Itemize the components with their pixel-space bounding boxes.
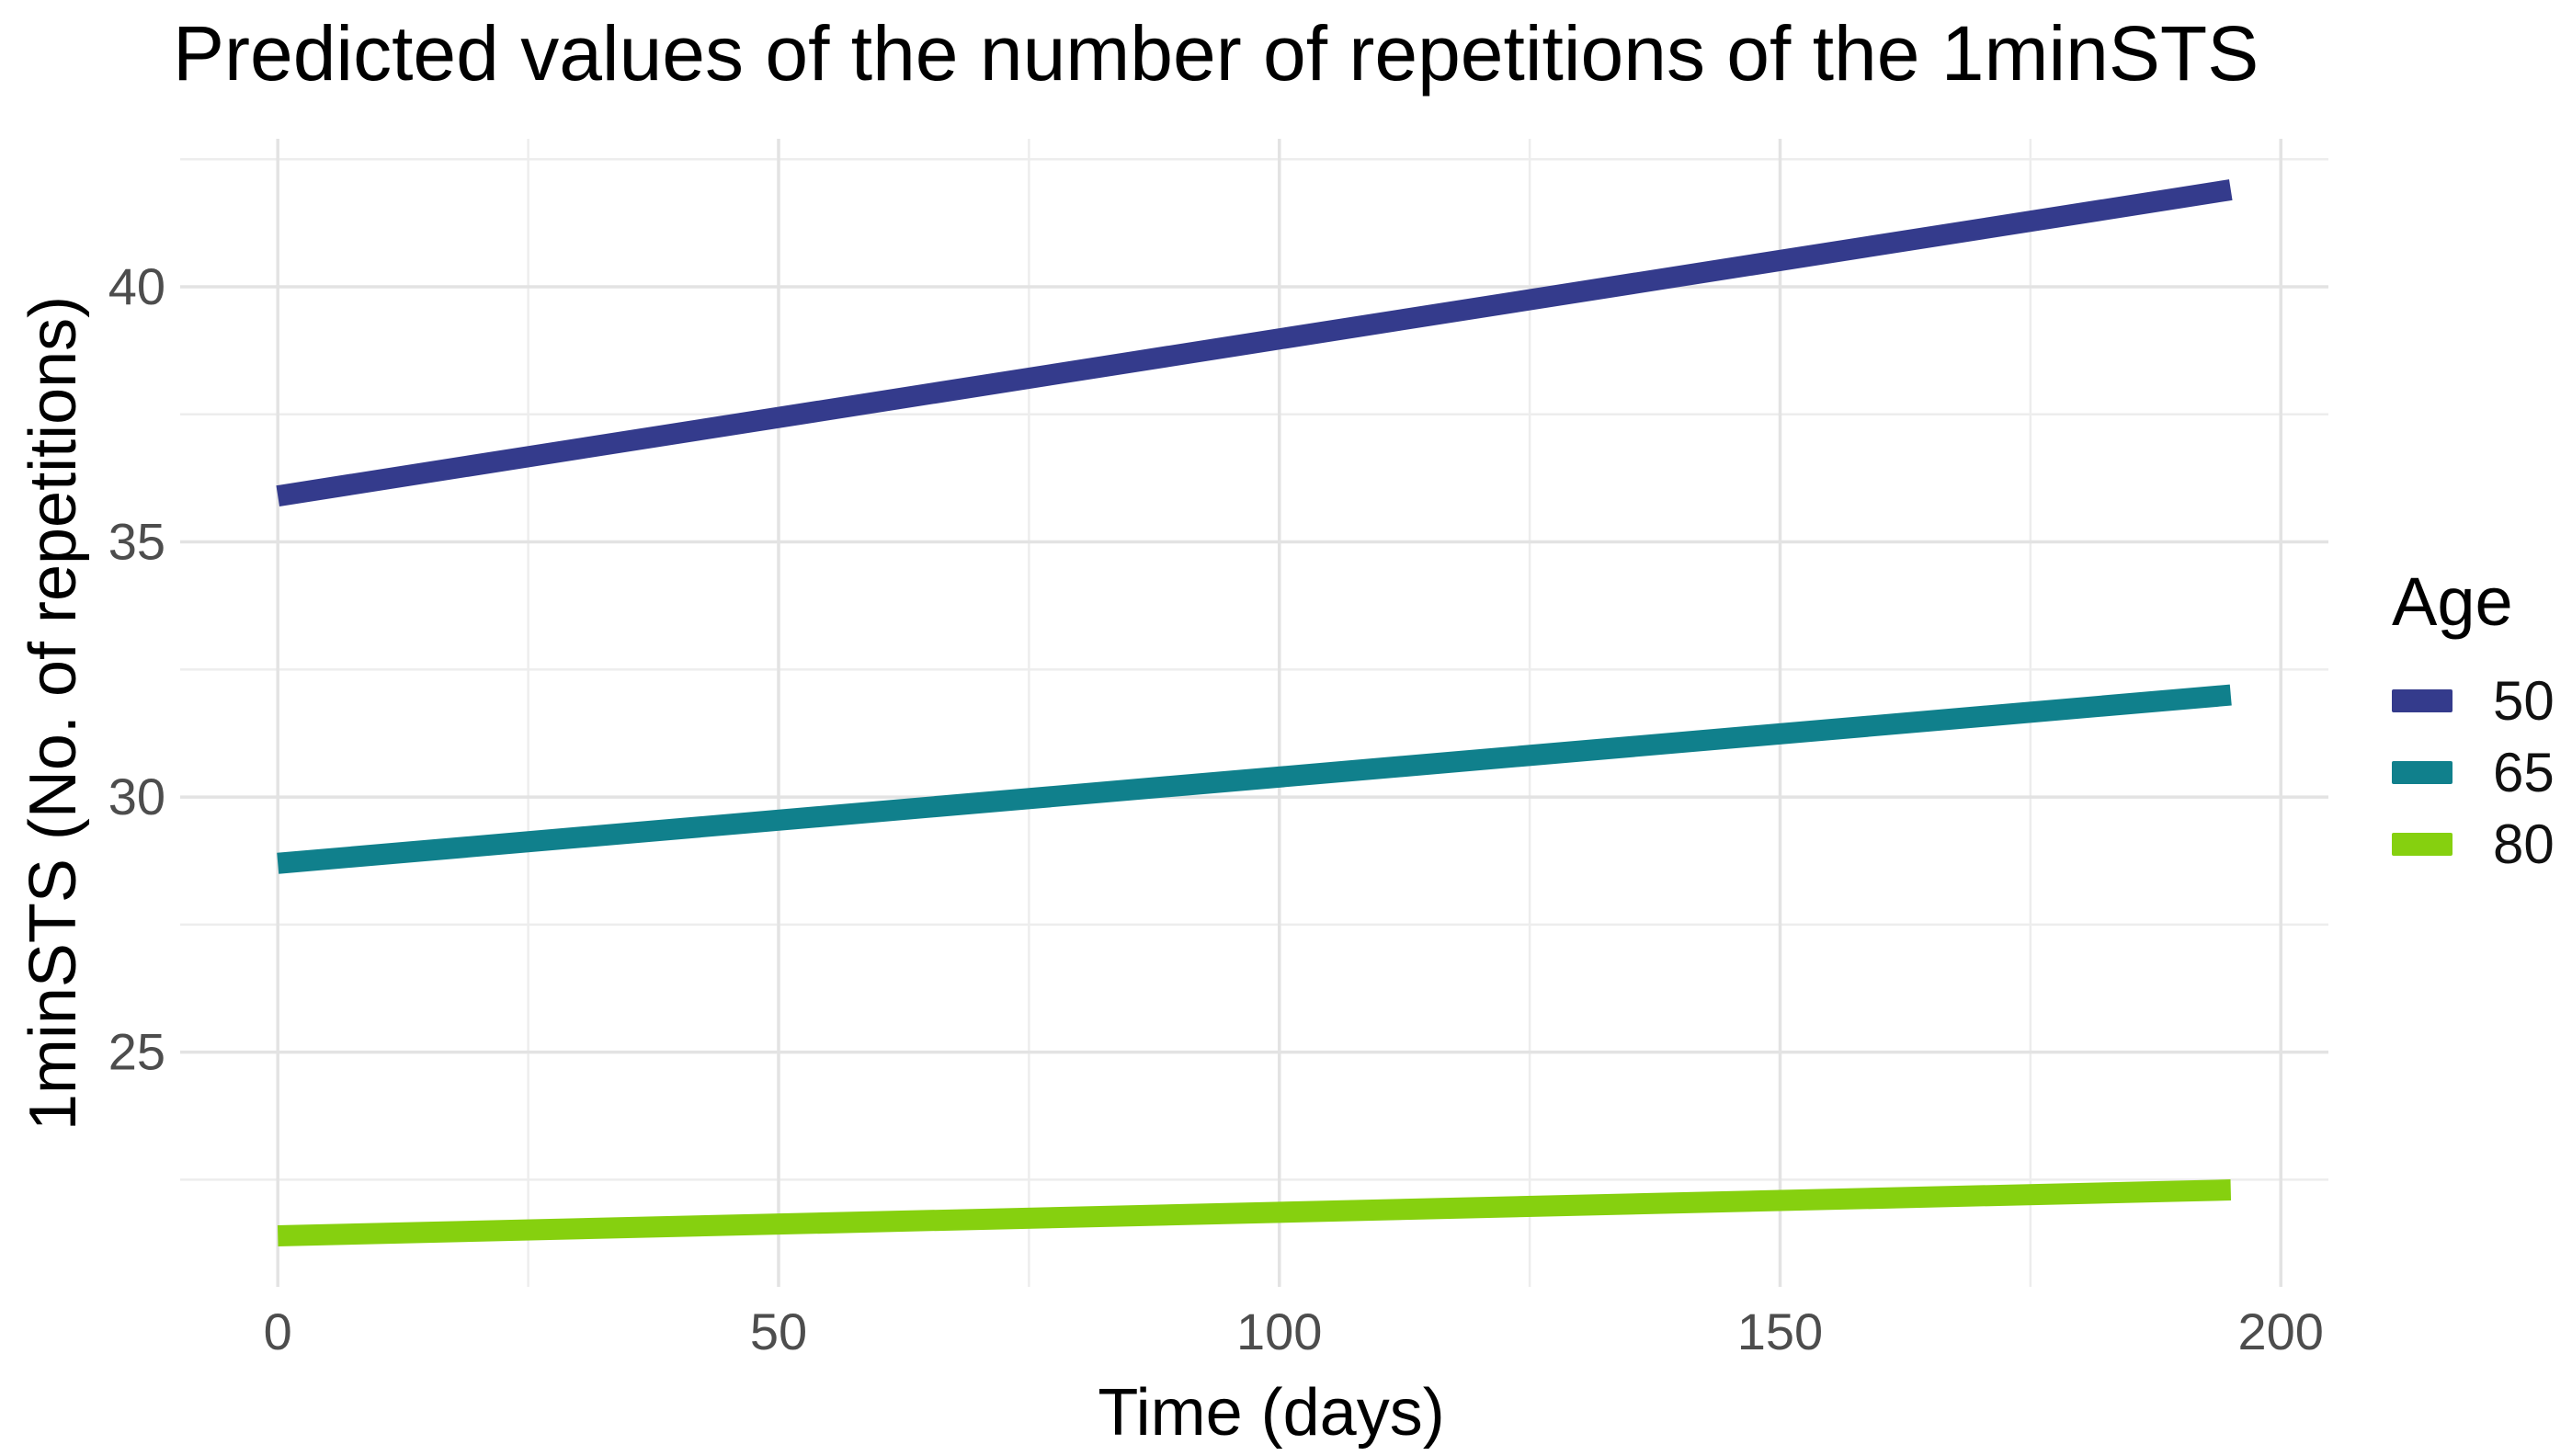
y-tick-label-1: 30 bbox=[108, 768, 165, 825]
legend-swatch-age-50 bbox=[2392, 688, 2453, 712]
x-tick-label-4: 200 bbox=[2238, 1302, 2324, 1360]
legend: Age 50 65 80 bbox=[2392, 563, 2555, 887]
legend-label-age-50: 50 bbox=[2493, 669, 2555, 732]
x-axis-title: Time (days) bbox=[1098, 1376, 1445, 1450]
x-tick-label-1: 50 bbox=[750, 1302, 807, 1360]
legend-label-age-65: 65 bbox=[2493, 741, 2555, 803]
y-tick-label-3: 40 bbox=[108, 257, 165, 315]
legend-item-age-80: 80 bbox=[2392, 813, 2555, 875]
legend-item-age-50: 50 bbox=[2392, 670, 2555, 732]
series-line-age-65 bbox=[277, 684, 2232, 874]
x-tick-label-3: 150 bbox=[1737, 1302, 1823, 1360]
chart-title: Predicted values of the number of repeti… bbox=[173, 10, 2259, 97]
y-tick-label-2: 35 bbox=[108, 513, 165, 571]
legend-label-age-80: 80 bbox=[2493, 813, 2555, 875]
legend-swatch-age-65 bbox=[2392, 760, 2453, 784]
series-line-age-80 bbox=[277, 1179, 2232, 1246]
legend-item-age-65: 65 bbox=[2392, 741, 2555, 803]
legend-title: Age bbox=[2392, 563, 2513, 640]
y-tick-label-0: 25 bbox=[108, 1023, 165, 1081]
series-line-age-50 bbox=[276, 179, 2233, 506]
legend-swatch-age-80 bbox=[2392, 832, 2453, 856]
y-axis-title: 1minSTS (No. of repetitions) bbox=[17, 295, 90, 1132]
x-tick-label-0: 0 bbox=[264, 1302, 292, 1360]
x-tick-label-2: 100 bbox=[1236, 1302, 1322, 1360]
